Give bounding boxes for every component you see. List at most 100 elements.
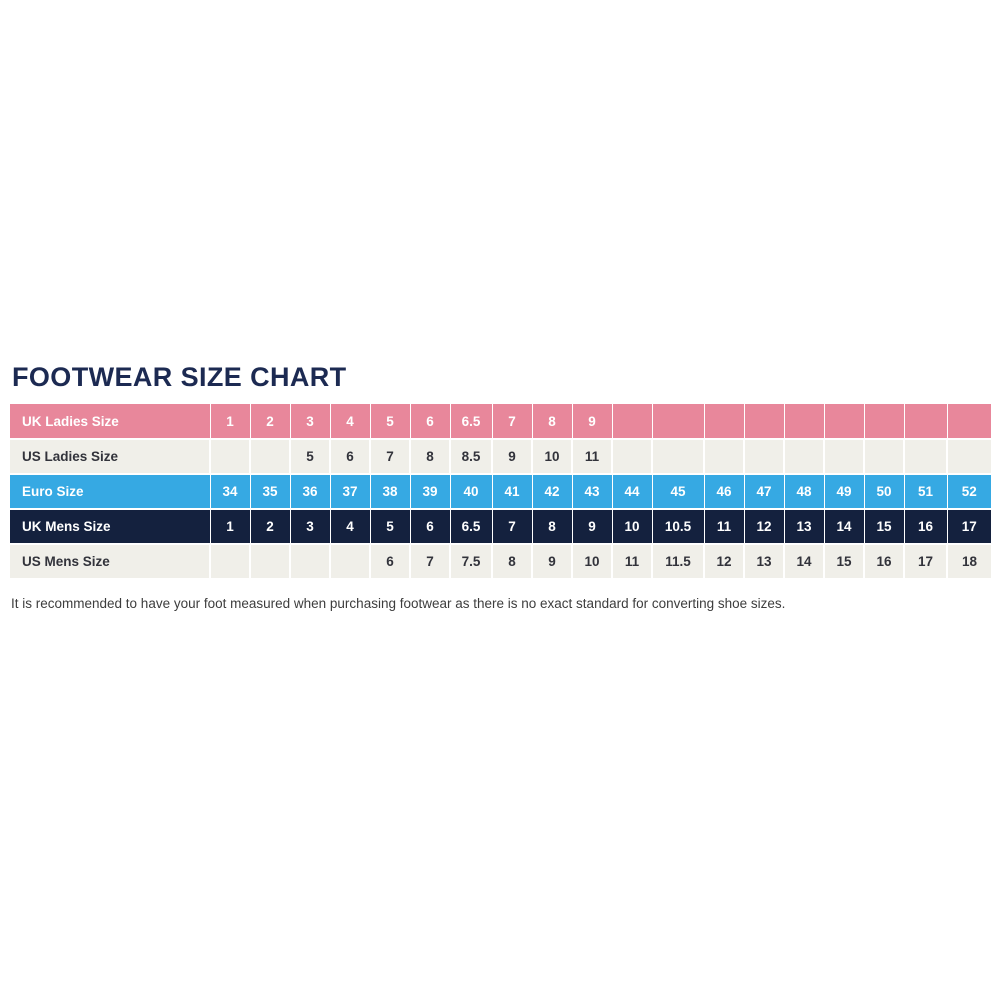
size-cell	[823, 439, 864, 475]
size-cell: 15	[823, 544, 864, 580]
size-cell	[209, 544, 250, 580]
table-row: US Ladies Size 5 6 7 8 8.5 9 10 11	[10, 439, 991, 475]
size-cell: 12	[703, 544, 744, 580]
size-cell: 9	[491, 439, 532, 475]
size-cell: 4	[329, 404, 370, 440]
size-cell	[209, 439, 250, 475]
size-cell: 51	[903, 474, 947, 510]
size-cell: 1	[209, 509, 250, 545]
size-cell: 14	[823, 509, 864, 545]
size-cell: 10.5	[651, 509, 704, 545]
size-cell: 11.5	[651, 544, 704, 580]
size-cell: 10	[611, 509, 652, 545]
size-cell: 7	[409, 544, 450, 580]
row-label: UK Ladies Size	[10, 404, 210, 440]
size-cell: 13	[783, 509, 824, 545]
size-cell	[743, 404, 784, 440]
size-cell	[329, 544, 370, 580]
size-cell: 35	[249, 474, 290, 510]
row-label: UK Mens Size	[10, 509, 210, 545]
size-cell: 6	[409, 509, 450, 545]
size-cell: 4	[329, 509, 370, 545]
size-cell: 48	[783, 474, 824, 510]
footnote: It is recommended to have your foot meas…	[11, 596, 786, 611]
size-cell: 41	[491, 474, 532, 510]
size-cell	[743, 439, 784, 475]
size-cell: 49	[823, 474, 864, 510]
size-cell: 42	[531, 474, 572, 510]
size-cell: 11	[703, 509, 744, 545]
size-cell	[783, 439, 824, 475]
size-cell: 40	[449, 474, 492, 510]
size-cell	[651, 404, 704, 440]
size-cell: 7	[491, 509, 532, 545]
row-label: US Ladies Size	[10, 439, 210, 475]
size-cell: 7	[491, 404, 532, 440]
size-cell: 6.5	[449, 509, 492, 545]
size-cell: 9	[531, 544, 572, 580]
size-chart-section: FOOTWEAR SIZE CHART UK Ladies Size 1 2 3 4 5 6…	[10, 361, 991, 612]
size-cell	[703, 404, 744, 440]
size-cell: 16	[903, 509, 947, 545]
size-cell	[823, 404, 864, 440]
size-cell	[611, 404, 652, 440]
size-cell: 8	[409, 439, 450, 475]
size-cell: 10	[571, 544, 612, 580]
size-cell: 50	[863, 474, 904, 510]
size-cell	[863, 439, 904, 475]
table-row: Euro Size 34 35 36 37 38 39 40 41 42 43 44 45 46 47 48 4…	[10, 474, 991, 510]
size-cell: 6.5	[449, 404, 492, 440]
size-cell: 6	[409, 404, 450, 440]
size-cell: 14	[783, 544, 824, 580]
row-label: Euro Size	[10, 474, 210, 510]
size-cell	[946, 404, 991, 440]
size-cell: 17	[946, 509, 991, 545]
size-cell: 3	[289, 509, 330, 545]
size-cell: 52	[946, 474, 991, 510]
size-cell: 18	[946, 544, 991, 580]
size-cell: 15	[863, 509, 904, 545]
size-cell	[249, 439, 290, 475]
size-cell: 8	[491, 544, 532, 580]
size-cell: 36	[289, 474, 330, 510]
size-cell: 5	[369, 509, 410, 545]
size-cell: 6	[329, 439, 370, 475]
size-cell: 43	[571, 474, 612, 510]
size-cell: 5	[289, 439, 330, 475]
size-cell	[903, 439, 947, 475]
size-cell: 1	[209, 404, 250, 440]
size-cell	[289, 544, 330, 580]
size-cell	[651, 439, 704, 475]
table-row: UK Ladies Size 1 2 3 4 5 6 6.5 7 8 9	[10, 404, 991, 440]
size-cell: 11	[611, 544, 652, 580]
size-cell: 47	[743, 474, 784, 510]
size-cell: 17	[903, 544, 947, 580]
size-cell	[703, 439, 744, 475]
size-cell: 45	[651, 474, 704, 510]
size-cell: 39	[409, 474, 450, 510]
size-cell: 2	[249, 509, 290, 545]
table-row: US Mens Size 6 7 7.5 8 9 10 11 11.5 12 13 14 15 16 17 1…	[10, 544, 991, 580]
size-cell: 7.5	[449, 544, 492, 580]
size-cell: 37	[329, 474, 370, 510]
size-cell: 3	[289, 404, 330, 440]
size-chart-table: UK Ladies Size 1 2 3 4 5 6 6.5 7 8 9 US Ladies Size…	[10, 404, 991, 580]
size-cell: 9	[571, 404, 612, 440]
size-cell: 11	[571, 439, 612, 475]
size-cell	[611, 439, 652, 475]
row-label: US Mens Size	[10, 544, 210, 580]
size-cell: 16	[863, 544, 904, 580]
size-cell: 38	[369, 474, 410, 510]
size-cell	[863, 404, 904, 440]
size-cell	[783, 404, 824, 440]
size-cell: 12	[743, 509, 784, 545]
size-cell: 2	[249, 404, 290, 440]
size-cell: 8.5	[449, 439, 492, 475]
table-row: UK Mens Size 1 2 3 4 5 6 6.5 7 8 9 10 10.5 11 12 13 14 15…	[10, 509, 991, 545]
size-cell: 34	[209, 474, 250, 510]
size-cell: 6	[369, 544, 410, 580]
size-cell: 9	[571, 509, 612, 545]
size-cell: 13	[743, 544, 784, 580]
size-cell	[946, 439, 991, 475]
size-cell	[903, 404, 947, 440]
